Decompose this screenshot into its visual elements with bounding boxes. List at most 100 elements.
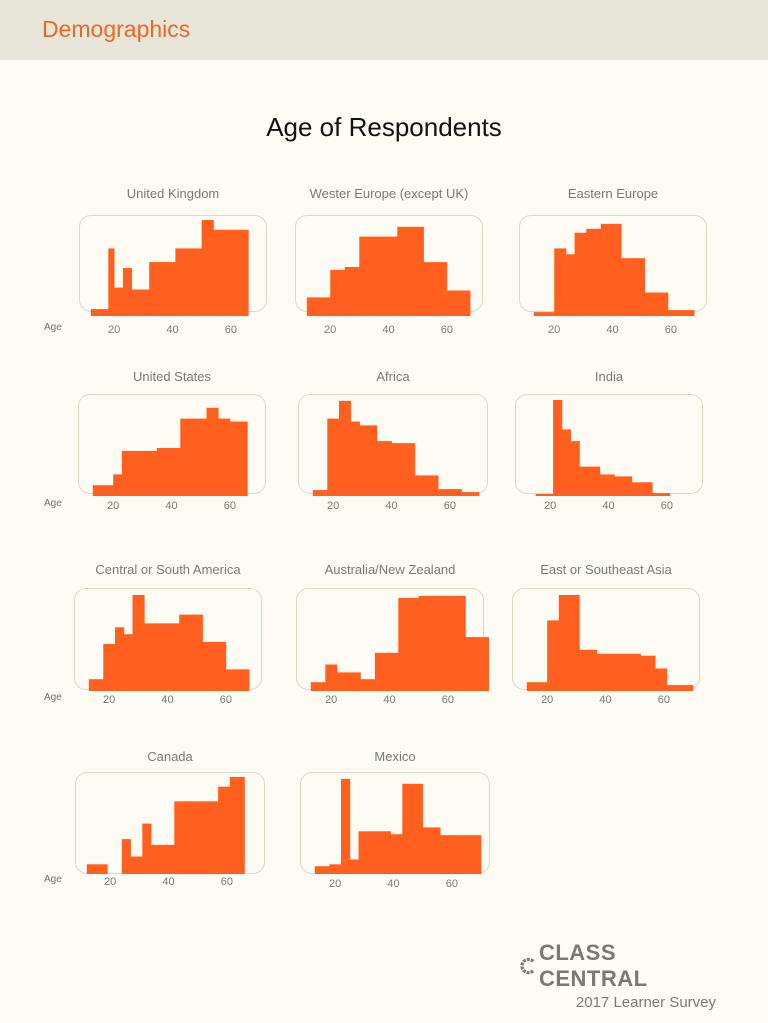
chart-title: Australia/New Zealand — [324, 562, 456, 577]
histogram-bar — [655, 668, 668, 691]
histogram-bar — [349, 859, 359, 874]
x-tick-label: 20 — [104, 876, 117, 888]
x-tick-label: 40 — [161, 694, 174, 706]
histogram-bar — [88, 679, 104, 691]
x-axis-label: Age — [44, 322, 62, 333]
x-tick-label: 40 — [162, 876, 175, 888]
histogram-bar — [229, 421, 248, 496]
histogram-bar — [213, 229, 229, 316]
histogram-bar — [640, 655, 656, 691]
histogram-bar — [325, 664, 338, 691]
histogram-bar — [547, 620, 560, 691]
histogram-bar — [436, 595, 466, 691]
x-tick-label: 60 — [657, 694, 670, 706]
histogram-bar — [617, 653, 641, 691]
histogram-bar — [631, 482, 653, 496]
chart-title: India — [594, 369, 624, 384]
histogram-bar — [202, 642, 227, 691]
histogram-bar — [158, 623, 180, 691]
histogram-bar — [390, 834, 403, 874]
histogram-bar — [644, 292, 669, 316]
chart-title: Central or South America — [95, 562, 241, 577]
histogram-bar — [121, 450, 131, 496]
histogram-bar — [533, 312, 555, 316]
histogram-bar — [599, 474, 615, 496]
histogram-bar — [329, 864, 342, 874]
histogram-bar — [187, 248, 203, 316]
histogram-bar — [344, 267, 360, 316]
histogram-bar — [350, 421, 360, 496]
histogram-bar — [418, 595, 437, 691]
x-axis-label: Age — [44, 692, 62, 703]
chart-title: East or Southeast Asia — [540, 562, 672, 577]
partial-circle-icon — [520, 957, 535, 975]
x-tick-label: 60 — [445, 878, 458, 890]
histogram-bar — [103, 644, 116, 691]
histogram-bar — [440, 835, 453, 874]
histogram-bar — [131, 289, 138, 316]
histogram-bar — [121, 839, 131, 874]
histogram-bar — [163, 262, 176, 316]
histogram-bar — [526, 682, 548, 691]
brand-name: CLASS CENTRAL — [520, 940, 720, 992]
histogram-bar — [227, 229, 249, 316]
histogram-bar — [596, 653, 618, 691]
histogram-bar — [422, 827, 441, 874]
histogram-bar — [130, 856, 143, 874]
histogram-bar — [132, 595, 145, 691]
histogram-bar — [600, 223, 622, 316]
chart-title: Canada — [147, 749, 193, 764]
histogram-bar — [225, 669, 250, 691]
x-tick-label: 60 — [664, 324, 677, 336]
histogram-bar — [373, 236, 398, 316]
x-tick-label: 40 — [165, 500, 178, 512]
x-tick-label: 60 — [219, 694, 232, 706]
histogram-bar — [553, 400, 563, 496]
histogram-bar — [229, 777, 245, 874]
histogram-bar — [339, 400, 352, 496]
x-tick-label: 40 — [382, 324, 395, 336]
x-tick-label: 20 — [103, 694, 116, 706]
histogram-bar — [142, 823, 152, 874]
x-tick-label: 60 — [440, 324, 453, 336]
x-tick-label: 60 — [224, 324, 237, 336]
histogram-bar — [314, 866, 330, 874]
histogram-bar — [108, 248, 115, 316]
histogram-bar — [90, 309, 109, 316]
histogram-bar — [218, 786, 231, 874]
histogram-bar — [175, 248, 188, 316]
histogram-bar — [98, 864, 108, 874]
x-tick-label: 40 — [166, 324, 179, 336]
histogram-bar — [451, 835, 482, 874]
histogram-bar — [565, 254, 575, 316]
histogram-bar — [579, 466, 589, 496]
histogram-bar — [206, 407, 219, 496]
x-tick-label: 20 — [548, 324, 561, 336]
histogram-bar — [330, 269, 346, 316]
histogram-bar — [360, 679, 376, 691]
x-tick-label: 20 — [108, 324, 121, 336]
x-tick-label: 60 — [441, 694, 454, 706]
histogram-bar — [151, 844, 166, 874]
histogram-bar — [446, 290, 471, 316]
x-axis-label: Age — [44, 498, 62, 509]
chart-title: United Kingdom — [126, 186, 220, 201]
x-tick-label: 40 — [385, 500, 398, 512]
histogram-bar — [398, 597, 420, 691]
histogram-bar — [86, 864, 99, 874]
histogram-bar — [144, 623, 160, 691]
x-axis-label: Age — [44, 874, 62, 885]
histogram-bar — [123, 634, 133, 691]
chart-title: Eastern Europe — [567, 186, 659, 201]
histogram-bar — [201, 220, 214, 316]
chart-title: United States — [132, 369, 212, 384]
section-title: Demographics — [42, 16, 191, 42]
